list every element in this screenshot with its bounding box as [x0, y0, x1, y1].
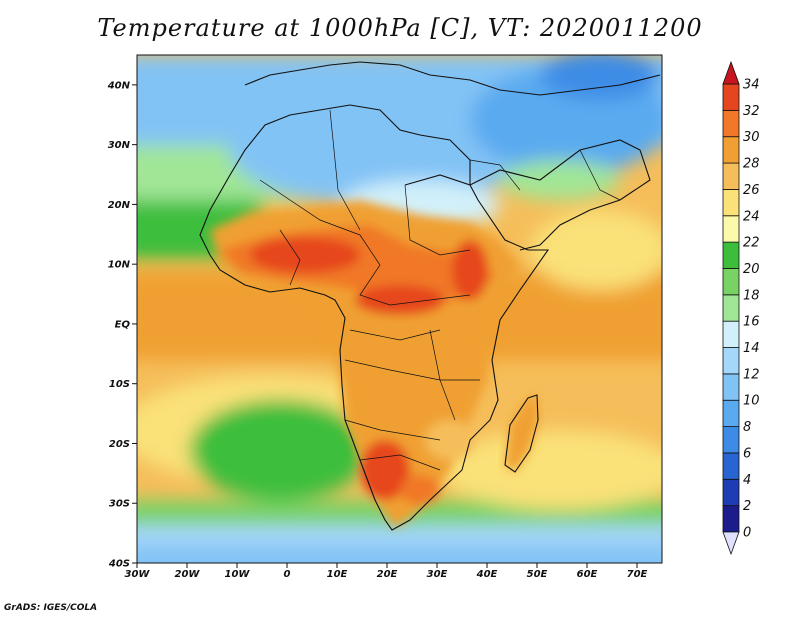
lat-tick-label: 20N [108, 200, 131, 211]
colorbar-label: 6 [743, 446, 751, 461]
lon-tick-label: 30E [427, 569, 448, 580]
colorbar-label: 8 [743, 420, 751, 435]
lon-tick-label: 50E [527, 569, 548, 580]
colorbar-segment [722, 241, 740, 269]
colorbar-segment [722, 83, 740, 111]
colorbar-segment [722, 162, 740, 190]
colorbar-label: 2 [743, 499, 751, 514]
colorbar-label: 32 [743, 104, 760, 119]
lon-tick-label: 20E [377, 569, 398, 580]
grads-credit: GrADS: IGES/COLA [4, 603, 98, 613]
colorbar-label: 26 [743, 183, 760, 198]
colorbar-label: 4 [743, 473, 751, 488]
colorbar-label: 30 [743, 130, 760, 145]
colorbar-label: 24 [743, 209, 760, 224]
colorbar-segment [722, 505, 740, 533]
colorbar-segment [722, 320, 740, 348]
lat-tick-label: 40S [108, 559, 130, 570]
lat-tick-label: 30S [109, 499, 130, 510]
colorbar-segment [722, 478, 740, 507]
colorbar-segment [722, 215, 740, 243]
lat-tick-label: 30N [108, 140, 131, 151]
colorbar-label: 10 [743, 394, 760, 409]
lon-tick-label: 70E [627, 569, 648, 580]
lon-tick-label: 10E [327, 569, 348, 580]
lon-tick-label: 30W [125, 569, 151, 580]
colorbar-label: 22 [743, 236, 760, 251]
lon-tick-label: 60E [577, 569, 598, 580]
lat-tick-label: 10N [108, 260, 131, 271]
colorbar-segment [722, 347, 740, 375]
latitude-axis: 40N 30N 20N 10N EQ 10S 20S 30S 40S [107, 80, 137, 570]
longitude-axis: 30W 20W 10W 0 10E 20E 30E 40E 50E 60E 70E [125, 563, 648, 580]
colorbar-label: 20 [743, 262, 760, 277]
lat-tick-label: 10S [109, 379, 130, 390]
colorbar-segment [722, 136, 740, 164]
lat-tick-label: 40N [107, 80, 131, 91]
colorbar-segment [722, 294, 740, 322]
colorbar-segment [722, 399, 740, 427]
map-title: Temperature at 1000hPa [C], VT: 20200112… [97, 14, 703, 42]
colorbar-segment [722, 189, 740, 217]
colorbar-label: 16 [743, 315, 760, 330]
colorbar-label: 0 [743, 526, 751, 541]
colorbar-segment [722, 373, 740, 401]
colorbar-label: 12 [743, 367, 760, 382]
lat-tick-label: EQ [115, 319, 131, 330]
temperature-field [137, 55, 662, 563]
map-frame [136, 54, 663, 564]
colorbar-below-triangle [722, 531, 740, 556]
country-borders [259, 109, 621, 471]
lon-tick-label: 40E [476, 569, 498, 580]
colorbar-label: 18 [743, 288, 760, 303]
colorbar-label: 14 [743, 341, 760, 356]
colorbar-label: 34 [743, 78, 760, 93]
colorbar-segment [722, 268, 740, 296]
colorbar-segment [722, 452, 740, 480]
lon-tick-label: 10W [225, 569, 251, 580]
lon-tick-label: 0 [284, 569, 291, 580]
colorbar-segment [722, 109, 740, 138]
colorbar-label: 28 [743, 157, 760, 172]
colorbar-segment [722, 426, 740, 454]
lat-tick-label: 20S [109, 439, 130, 450]
lon-tick-label: 20W [175, 569, 201, 580]
coastlines [199, 61, 661, 531]
colorbar-above-triangle [722, 60, 740, 85]
